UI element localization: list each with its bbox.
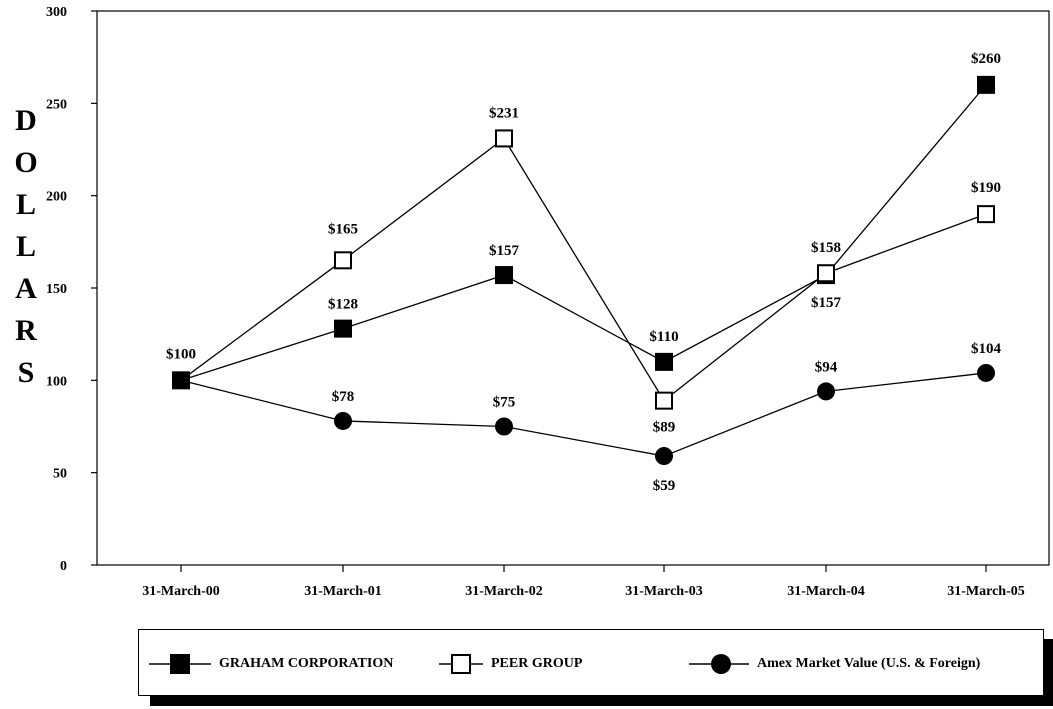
data-label: $157 <box>489 243 520 259</box>
data-label: $110 <box>649 329 678 345</box>
x-tick-label: 31-March-05 <box>947 584 1025 599</box>
data-point <box>172 371 190 390</box>
filled-square-marker-icon <box>149 653 211 674</box>
axis-layer: 0 50 100 150 200 250 300 31-March-00 31-March-01… <box>46 5 1050 599</box>
y-axis-title-letter: S <box>17 356 35 389</box>
x-tick-label: 31-March-04 <box>787 584 865 599</box>
series-line <box>180 372 987 457</box>
data-point <box>495 417 513 436</box>
legend-label: Amex Market Value (U.S. & Foreign) <box>757 655 981 671</box>
legend-item-amex: Amex Market Value (U.S. & Foreign) <box>689 630 980 697</box>
filled-circle-marker-icon <box>689 653 749 674</box>
data-label: $75 <box>493 395 516 411</box>
y-tick-label: 0 <box>60 559 67 574</box>
line-chart: 0 50 100 150 200 250 300 31-March-00 31-March-01… <box>46 5 1050 599</box>
x-tick-label: 31-March-01 <box>304 584 382 599</box>
data-point <box>977 205 995 224</box>
legend-label: GRAHAM CORPORATION <box>219 655 394 671</box>
data-label: $260 <box>971 51 1001 67</box>
data-label: $78 <box>332 389 355 405</box>
legend-label: PEER GROUP <box>491 655 583 671</box>
data-label: $158 <box>811 240 841 256</box>
data-label: $157 <box>811 295 842 311</box>
data-point <box>977 75 995 94</box>
legend-item-peer-group: PEER GROUP <box>439 630 582 697</box>
data-point <box>655 447 673 466</box>
y-tick-label: 200 <box>46 190 67 205</box>
data-point <box>495 129 513 148</box>
y-tick-label: 300 <box>46 5 67 20</box>
data-point <box>334 251 352 270</box>
y-axis-title-letter: L <box>15 188 36 221</box>
y-tick-label: 100 <box>46 374 67 389</box>
series-layer <box>172 75 995 466</box>
data-label: $128 <box>328 297 358 313</box>
data-point <box>334 411 352 430</box>
data-point <box>817 382 835 401</box>
x-tick-label: 31-March-02 <box>465 584 543 599</box>
y-tick-label: 150 <box>46 282 67 297</box>
data-label: $165 <box>328 221 358 237</box>
y-tick-label: 50 <box>53 467 67 482</box>
data-label: $104 <box>971 341 1002 357</box>
y-axis-title-letter: A <box>15 272 37 305</box>
data-label: $100 <box>166 346 196 362</box>
series-line <box>180 84 987 381</box>
y-axis-title-letter: L <box>15 230 36 263</box>
data-point <box>817 264 835 283</box>
data-point <box>655 352 673 371</box>
series-line <box>180 137 987 402</box>
data-label: $94 <box>815 359 838 375</box>
plot-frame <box>96 10 1050 566</box>
data-label-layer: $100 $128 $157 $110 $157 $260 $165 $231 $89 $158 $… <box>166 51 1002 494</box>
data-label: $190 <box>971 180 1001 196</box>
data-point <box>334 319 352 338</box>
y-axis-title-letter: R <box>15 314 37 347</box>
data-label: $89 <box>653 420 676 436</box>
x-tick-label: 31-March-00 <box>142 584 220 599</box>
legend-item-graham: GRAHAM CORPORATION <box>149 630 393 697</box>
data-label: $59 <box>653 478 676 494</box>
y-tick-label: 250 <box>46 97 67 112</box>
open-square-marker-icon <box>439 653 483 674</box>
data-point <box>977 363 995 382</box>
y-axis-title-letter: D <box>15 104 37 137</box>
data-label: $231 <box>489 105 519 121</box>
data-point <box>655 391 673 410</box>
x-tick-label: 31-March-03 <box>625 584 703 599</box>
y-axis-title-letter: O <box>14 146 38 179</box>
data-point <box>495 266 513 285</box>
legend: GRAHAM CORPORATION PEER GROUP Amex Marke… <box>138 629 1044 696</box>
